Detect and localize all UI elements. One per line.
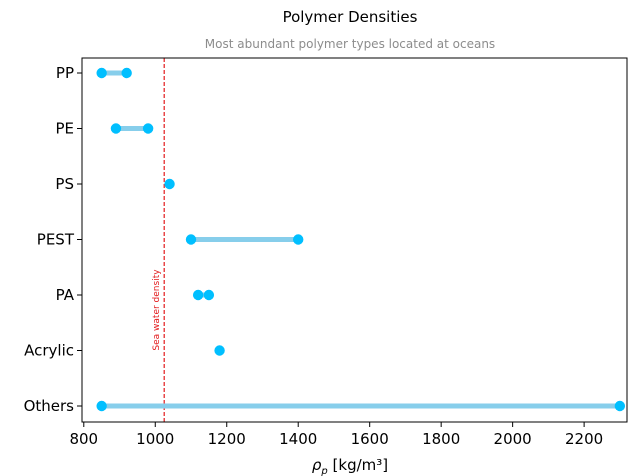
- x-axis-label-symbol: ρ: [312, 456, 322, 474]
- y-tick-label-others: Others: [24, 397, 75, 415]
- point-min-ps: [164, 178, 175, 190]
- x-tick-label-1000: 1000: [136, 430, 174, 448]
- x-tick-label-1600: 1600: [351, 430, 389, 448]
- y-tick-label-pe: PE: [55, 120, 74, 138]
- y-tick-label-ps: PS: [55, 175, 74, 193]
- point-max-pest: [293, 234, 304, 245]
- point-max-pa: [203, 289, 215, 301]
- x-tick-label-2000: 2000: [494, 430, 532, 448]
- x-tick-label-1200: 1200: [208, 430, 246, 448]
- plot-area: Sea water density: [96, 58, 626, 422]
- point-min-acrylic: [214, 345, 225, 356]
- chart-title: Polymer Densities: [283, 8, 418, 26]
- point-min-pest: [185, 234, 197, 245]
- y-tick-label-acrylic: Acrylic: [24, 342, 74, 360]
- x-axis-label-subscript: p: [320, 466, 327, 476]
- point-min-others: [96, 400, 107, 412]
- point-max-others: [614, 400, 626, 412]
- y-tick-label-pest: PEST: [37, 231, 75, 249]
- y-tick-label-pa: PA: [56, 286, 75, 304]
- point-min-pp: [96, 67, 107, 79]
- axes: 800 1000 1200 1400 1600 1800 2000 2200 PP PE PS PES…: [24, 57, 628, 448]
- x-tick-label-800: 800: [69, 430, 98, 448]
- x-axis-label-units: [kg/m³]: [328, 456, 388, 474]
- chart-subtitle: Most abundant polymer types located at o…: [205, 37, 495, 51]
- reference-line-label: Sea water density: [152, 269, 162, 351]
- x-axis-label: ρp [kg/m³]: [312, 456, 388, 476]
- point-max-pe: [142, 123, 154, 134]
- point-min-pe: [110, 123, 122, 134]
- x-tick-label-2200: 2200: [565, 430, 603, 448]
- x-tick-label-1800: 1800: [422, 430, 460, 448]
- point-max-pp: [121, 67, 132, 79]
- x-tick-label-1400: 1400: [279, 430, 317, 448]
- point-min-pa: [192, 289, 204, 301]
- y-tick-label-pp: PP: [56, 64, 74, 82]
